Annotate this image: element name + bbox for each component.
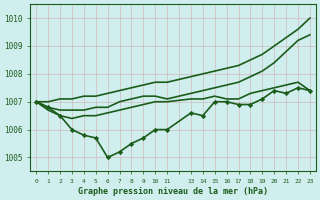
X-axis label: Graphe pression niveau de la mer (hPa): Graphe pression niveau de la mer (hPa) bbox=[78, 187, 268, 196]
